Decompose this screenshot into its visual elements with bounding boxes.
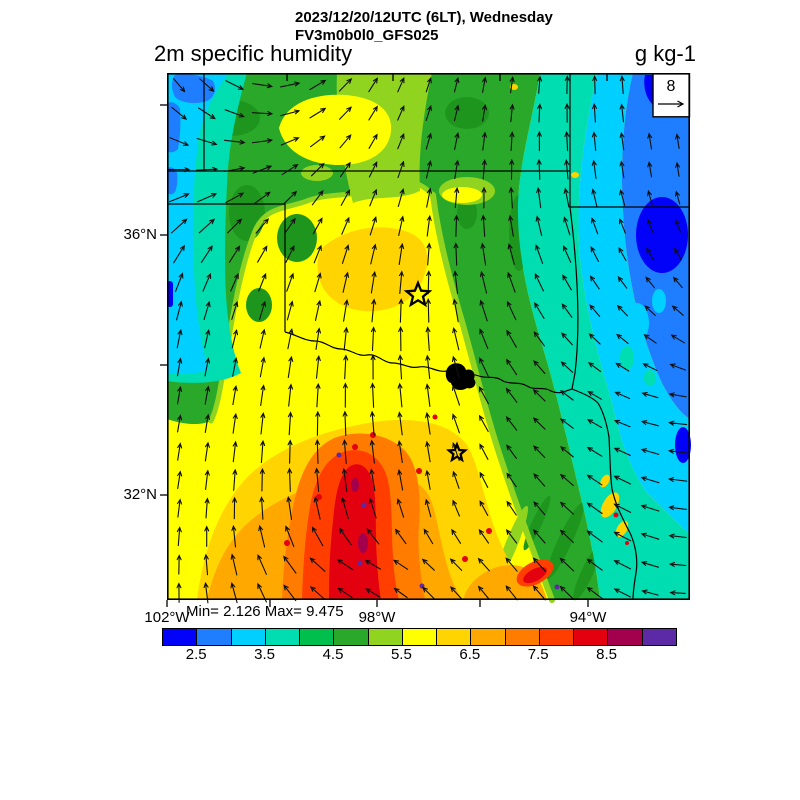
colorbar-segment — [436, 629, 471, 645]
colorbar-segment — [607, 629, 642, 645]
valid-time-title: 2023/12/20/12UTC (6LT), Wednesday — [295, 9, 553, 26]
colorbar-labels: 2.5 3.5 4.5 5.5 6.5 7.5 8.5 — [162, 646, 675, 664]
humidity-yellow-island — [279, 94, 392, 165]
lat-tick-label: 32°N — [123, 486, 157, 503]
lon-tick-label: 94°W — [569, 609, 607, 626]
colorbar — [162, 628, 677, 646]
lon-tick-label: 102°W — [144, 609, 190, 626]
humidity-red-streak — [516, 559, 554, 587]
reference-vector-value: 8 — [667, 78, 676, 95]
lake-texoma — [445, 363, 476, 391]
colorbar-segment — [163, 629, 197, 645]
colorbar-segment — [264, 629, 300, 645]
state-borders — [167, 73, 690, 601]
colorbar-segment — [470, 629, 505, 645]
reference-vector-arrow-icon — [658, 100, 685, 108]
humidity-purple-specks — [336, 452, 560, 590]
model-title: FV3m0b0l0_GFS025 — [295, 27, 439, 44]
lat-tick-label: 36°N — [123, 226, 157, 243]
star-markers — [403, 279, 469, 463]
border-texas-panhandle — [167, 203, 286, 332]
colorbar-segment — [504, 629, 539, 645]
humidity-maroon-specks — [351, 478, 368, 553]
colorbar-tick-label: 3.5 — [254, 646, 276, 663]
colorbar-segment — [230, 629, 265, 645]
colorbar-segment — [367, 629, 402, 645]
colorbar-segment — [333, 629, 368, 645]
star-marker-south — [445, 441, 469, 463]
colorbar-segment — [299, 629, 334, 645]
colorbar-tick-label: 8.5 — [596, 646, 618, 663]
colorbar-segment — [641, 629, 676, 645]
reference-vector-box: 8 — [652, 73, 691, 118]
humidity-region-green — [167, 73, 600, 600]
humidity-left-blue-patches — [167, 74, 215, 307]
colorbar-segment — [573, 629, 608, 645]
humidity-red-specks — [284, 414, 629, 562]
colorbar-tick-label: 2.5 — [185, 646, 207, 663]
variable-title: 2m specific humidity — [154, 41, 353, 66]
border-texas-louisiana — [571, 388, 638, 601]
units-label: g kg-1 — [634, 41, 696, 66]
humidity-map: 8 — [160, 73, 691, 607]
map-frame — [167, 73, 691, 601]
colorbar-segment — [538, 629, 574, 645]
colorbar-tick-label: 4.5 — [322, 646, 344, 663]
colorbar-segment — [401, 629, 437, 645]
humidity-left-cyan-strip — [167, 73, 229, 375]
border-red-river — [284, 331, 573, 394]
border-oklahoma-arkansas — [569, 206, 579, 390]
star-marker-north — [403, 279, 433, 308]
humidity-region-mint — [517, 73, 690, 600]
colorbar-tick-label: 5.5 — [390, 646, 412, 663]
humidity-blue-mottling — [609, 259, 666, 386]
colorbar-tick-label: 7.5 — [527, 646, 549, 663]
humidity-yellow-tongue — [442, 187, 482, 203]
min-max-stats: Min= 2.126 Max= 9.475 — [186, 603, 344, 620]
lon-tick-label: 98°W — [358, 609, 396, 626]
wind-arrows — [168, 74, 688, 604]
colorbar-segment — [196, 629, 231, 645]
colorbar-tick-label: 6.5 — [459, 646, 481, 663]
